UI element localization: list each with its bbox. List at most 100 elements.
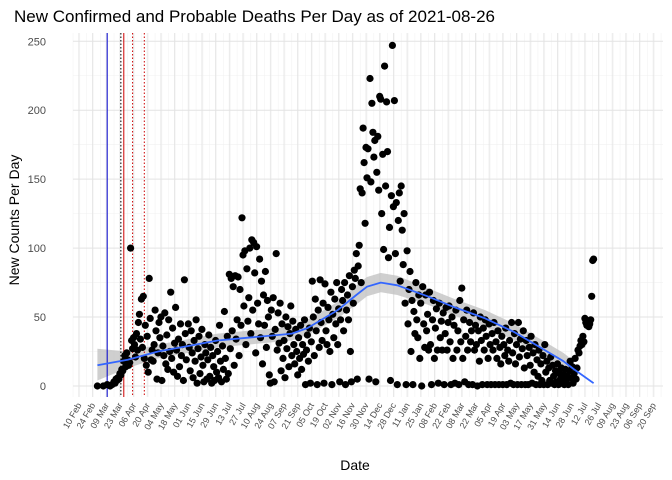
data-point <box>179 376 187 385</box>
grid <box>72 33 663 397</box>
data-point <box>204 356 212 364</box>
data-point <box>283 345 291 353</box>
y-tick-label: 250 <box>28 36 46 48</box>
data-point <box>256 255 264 263</box>
data-point <box>526 361 534 369</box>
data-point <box>263 296 271 305</box>
data-point <box>352 250 360 258</box>
data-point <box>407 347 415 356</box>
data-point <box>316 276 324 284</box>
data-point <box>134 318 142 327</box>
data-point <box>321 280 329 288</box>
y-tick-label: 200 <box>28 105 46 117</box>
data-point <box>158 376 166 385</box>
data-point <box>448 313 456 321</box>
data-point <box>391 250 399 258</box>
data-point <box>270 378 278 386</box>
data-point <box>541 341 549 349</box>
data-point <box>143 332 151 340</box>
data-point <box>159 342 167 350</box>
data-point <box>455 381 463 389</box>
data-point <box>228 327 236 335</box>
data-point <box>347 378 355 386</box>
data-point <box>497 360 505 368</box>
data-point <box>260 321 269 329</box>
data-point <box>324 303 332 311</box>
data-point <box>399 261 407 269</box>
data-point <box>508 318 516 327</box>
data-point <box>272 250 280 258</box>
data-point <box>425 288 434 296</box>
data-point <box>222 375 230 383</box>
data-point <box>319 299 327 307</box>
data-point <box>466 318 474 327</box>
data-point <box>224 370 232 378</box>
data-point <box>282 313 290 321</box>
data-point <box>477 336 485 345</box>
data-point <box>420 320 428 328</box>
data-point <box>353 375 361 383</box>
data-point <box>380 245 388 254</box>
data-point <box>238 214 246 222</box>
data-point <box>320 379 328 387</box>
data-point <box>151 306 159 314</box>
data-point <box>580 338 588 346</box>
data-point <box>145 274 153 282</box>
data-point <box>261 267 269 276</box>
data-point <box>446 338 454 346</box>
data-point <box>550 372 558 380</box>
data-point <box>240 302 248 310</box>
data-point <box>398 226 406 234</box>
data-point <box>453 346 461 354</box>
data-point <box>486 341 494 349</box>
data-point <box>359 124 367 132</box>
data-point <box>349 299 357 307</box>
data-point <box>381 62 389 70</box>
data-point <box>475 357 483 365</box>
data-point <box>254 299 262 307</box>
data-point <box>244 317 252 325</box>
data-point <box>307 338 315 346</box>
data-point <box>338 285 346 294</box>
data-point <box>142 361 150 369</box>
data-point <box>457 338 465 346</box>
data-point <box>149 357 157 365</box>
data-point <box>182 356 190 364</box>
data-point <box>515 353 524 361</box>
data-point <box>169 324 177 332</box>
data-point <box>434 379 442 387</box>
data-point <box>290 341 298 349</box>
data-point <box>498 332 506 340</box>
data-point <box>236 285 244 294</box>
data-point <box>368 99 376 107</box>
y-tick-label: 100 <box>28 243 46 255</box>
data-point <box>309 313 317 321</box>
data-point <box>279 354 287 362</box>
data-point <box>587 316 595 324</box>
data-point <box>127 244 135 252</box>
data-point <box>512 341 521 349</box>
data-point <box>314 306 322 314</box>
data-point <box>520 364 528 372</box>
data-point <box>138 343 146 351</box>
data-point <box>354 262 362 270</box>
data-point <box>410 307 418 316</box>
data-point <box>390 97 398 105</box>
data-point <box>537 360 545 368</box>
data-point <box>312 327 320 335</box>
data-point <box>514 318 523 327</box>
data-point <box>247 330 255 338</box>
data-point <box>215 321 224 329</box>
data-point <box>383 148 392 156</box>
data-point <box>425 346 433 354</box>
data-point <box>304 357 312 365</box>
data-point <box>386 376 395 385</box>
data-point <box>331 295 339 303</box>
data-point <box>161 309 169 317</box>
data-point <box>188 349 196 357</box>
data-point <box>328 381 336 389</box>
data-point <box>339 296 347 305</box>
data-point <box>343 291 352 299</box>
data-point <box>300 316 309 324</box>
data-point <box>209 352 217 360</box>
